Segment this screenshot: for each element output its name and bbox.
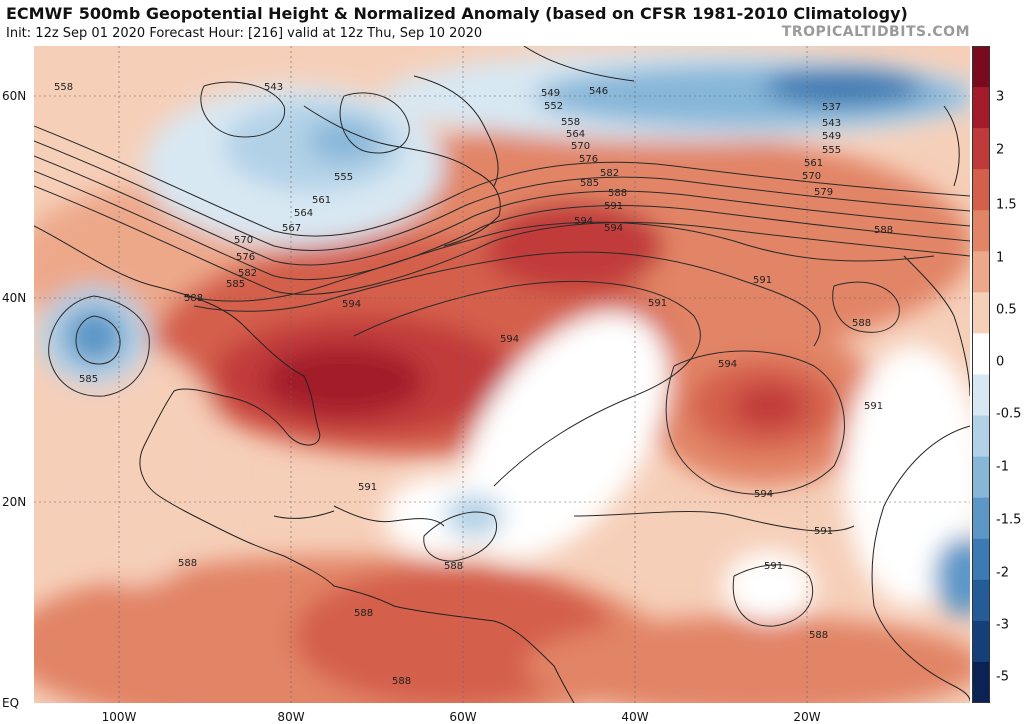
contour-label: 588 (392, 676, 411, 687)
contour-label: 564 (294, 208, 313, 219)
colorbar-label: -5 (996, 669, 1009, 685)
colorbar-segment (972, 661, 990, 703)
lon-label-40w: 40W (621, 710, 649, 724)
contour-label: 558 (54, 82, 73, 93)
lat-label-eq: EQ (2, 696, 20, 710)
contour-label: 588 (444, 561, 463, 572)
colorbar-label: 1.5 (996, 197, 1017, 213)
contour-label: 588 (809, 630, 828, 641)
contour-label: 543 (264, 82, 283, 93)
lat-label-40n: 40N (2, 291, 27, 305)
colorbar-label: 3 (996, 89, 1005, 105)
contour-label: 537 (822, 102, 841, 113)
colorbar-segment (972, 46, 990, 88)
colorbar-label: 0.5 (996, 302, 1017, 318)
colorbar-segment (972, 456, 990, 499)
contour-label: 570 (571, 141, 590, 152)
contour-label: 555 (334, 172, 353, 183)
colorbar-segment (972, 497, 990, 540)
colorbar-segment (972, 128, 990, 170)
contour-label: 591 (358, 482, 377, 493)
contour-label: 579 (814, 187, 833, 198)
lon-label-80w: 80W (277, 710, 305, 724)
contour-label: 588 (184, 293, 203, 304)
colorbar (972, 46, 990, 703)
contour-label: 588 (178, 558, 197, 569)
contour-label: 555 (822, 145, 841, 156)
contour-label: 558 (561, 117, 580, 128)
contour-label: 561 (312, 195, 331, 206)
contour-label: 594 (718, 359, 737, 370)
contour-label: 570 (802, 171, 821, 182)
colorbar-label: 0 (996, 354, 1005, 370)
contour-label: 561 (804, 158, 823, 169)
contour-label: 591 (814, 526, 833, 537)
contour-label: 594 (342, 299, 361, 310)
anomaly-fill-layer (34, 51, 970, 703)
lon-label-100w: 100W (101, 710, 137, 724)
contour-label: 549 (541, 88, 560, 99)
contour-label: 591 (753, 275, 772, 286)
lat-label-20n: 20N (2, 495, 27, 509)
colorbar-segment (972, 292, 990, 334)
contour-label: 594 (500, 334, 519, 345)
contour-label: 567 (282, 223, 301, 234)
coastline-layer (34, 46, 970, 703)
colorbar-segment (972, 87, 990, 129)
contour-label: 582 (600, 168, 619, 179)
contour-label: 576 (236, 252, 255, 263)
colorbar-segment (972, 415, 990, 458)
contour-label: 576 (579, 154, 598, 165)
colorbar-label: -3 (996, 617, 1009, 633)
anomaly-map: 558 543 546 549 552 558 564 570 576 582 … (34, 46, 970, 703)
colorbar-segment (972, 333, 990, 375)
colorbar-label: -1 (996, 459, 1009, 475)
brand-watermark: TROPICALTIDBITS.COM (781, 24, 970, 40)
contour-label: 585 (226, 279, 245, 290)
contour-label-layer: 558 543 546 549 552 558 564 570 576 582 … (54, 82, 893, 687)
contour-label: 588 (608, 188, 627, 199)
colorbar-segment (972, 251, 990, 293)
contour-label: 552 (544, 101, 563, 112)
contour-label: 549 (822, 131, 841, 142)
contour-label: 582 (238, 268, 257, 279)
colorbar-label: 1 (996, 250, 1005, 266)
lon-label-20w: 20W (793, 710, 821, 724)
contour-label: 591 (764, 561, 783, 572)
colorbar-label: 2 (996, 142, 1005, 158)
colorbar-segment (972, 620, 990, 663)
contour-label: 594 (604, 223, 623, 234)
contour-label: 591 (648, 298, 667, 309)
contour-label: 585 (580, 178, 599, 189)
lon-label-60w: 60W (449, 710, 477, 724)
colorbar-segment (972, 374, 990, 417)
contour-label: 591 (604, 201, 623, 212)
contour-label: 570 (234, 235, 253, 246)
contour-label: 588 (874, 225, 893, 236)
colorbar-segment (972, 210, 990, 252)
colorbar-label: -1.5 (996, 512, 1022, 528)
contour-label: 546 (589, 86, 608, 97)
contour-label: 594 (574, 216, 593, 227)
colorbar-segment (972, 169, 990, 211)
colorbar-label: -2 (996, 565, 1009, 581)
contour-label: 588 (852, 318, 871, 329)
graticule-layer (34, 46, 970, 703)
chart-subtitle: Init: 12z Sep 01 2020 Forecast Hour: [21… (6, 26, 483, 41)
contour-label: 591 (864, 401, 883, 412)
contour-label: 585 (79, 374, 98, 385)
contour-label: 543 (822, 118, 841, 129)
contour-label: 564 (566, 129, 585, 140)
contour-label: 594 (754, 489, 773, 500)
colorbar-label: -0.5 (996, 406, 1022, 422)
lat-label-60n: 60N (2, 89, 27, 103)
contour-label: 588 (354, 608, 373, 619)
colorbar-segment (972, 538, 990, 581)
colorbar-segment (972, 579, 990, 622)
colorbar-border (972, 46, 990, 703)
chart-title: ECMWF 500mb Geopotential Height & Normal… (6, 4, 908, 23)
